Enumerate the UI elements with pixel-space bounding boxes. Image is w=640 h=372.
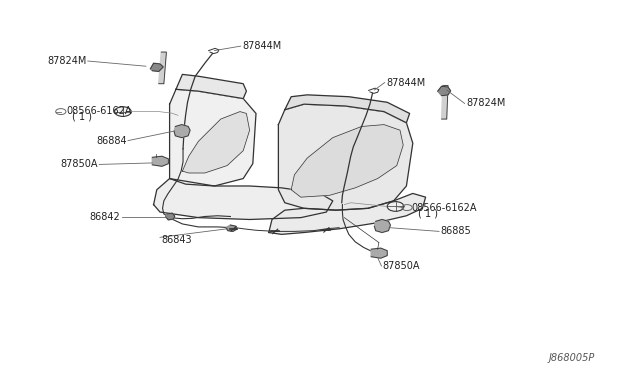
Text: 08566-6162A: 08566-6162A (66, 106, 131, 116)
Polygon shape (159, 52, 166, 84)
Polygon shape (226, 225, 237, 231)
Text: ( 1 ): ( 1 ) (418, 209, 438, 218)
Polygon shape (278, 104, 413, 210)
Polygon shape (166, 213, 175, 220)
Text: 86884: 86884 (96, 136, 127, 145)
Polygon shape (154, 179, 333, 219)
Text: 86842: 86842 (90, 212, 120, 221)
Polygon shape (438, 86, 451, 96)
Polygon shape (170, 89, 256, 186)
Text: 87824M: 87824M (47, 56, 86, 66)
Text: 87844M: 87844M (386, 78, 425, 87)
Polygon shape (285, 95, 410, 123)
Text: 87824M: 87824M (466, 99, 506, 108)
Text: ( 1 ): ( 1 ) (72, 112, 92, 122)
Text: 87844M: 87844M (242, 41, 281, 51)
Polygon shape (371, 248, 387, 258)
Text: 87850A: 87850A (60, 160, 98, 169)
Circle shape (115, 107, 131, 116)
Polygon shape (374, 219, 390, 232)
Text: 08566-6162A: 08566-6162A (412, 203, 477, 212)
Polygon shape (291, 125, 403, 197)
Polygon shape (176, 74, 246, 99)
Polygon shape (152, 156, 168, 166)
Text: 87850A: 87850A (383, 261, 420, 271)
Polygon shape (174, 125, 190, 138)
Polygon shape (150, 63, 163, 71)
Polygon shape (442, 86, 448, 119)
Polygon shape (182, 112, 250, 173)
Text: 86885: 86885 (440, 227, 471, 236)
Text: J868005P: J868005P (549, 353, 595, 363)
Text: 86843: 86843 (161, 235, 192, 245)
Polygon shape (269, 193, 426, 234)
Circle shape (387, 202, 404, 211)
